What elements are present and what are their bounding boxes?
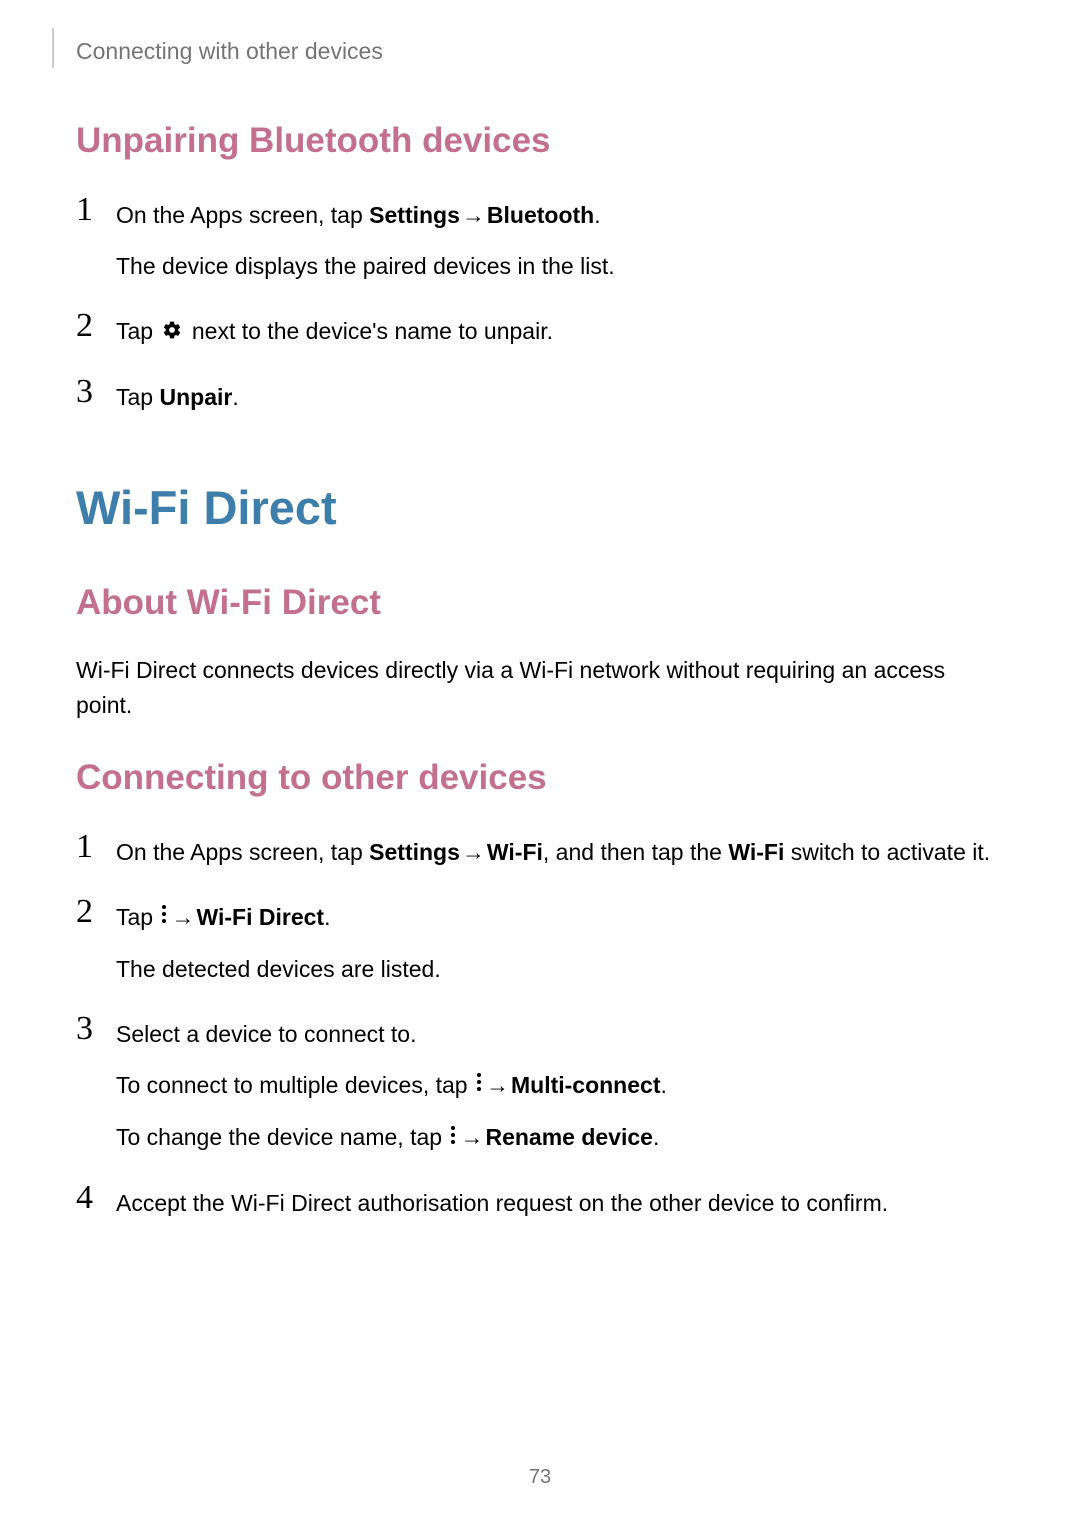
steps-list-connecting: 1 On the Apps screen, tap Settings → Wi-… <box>76 828 1004 1222</box>
step-text: To change the device name, tap → Rename … <box>116 1119 1004 1157</box>
step-text: Tap → Wi-Fi Direct. <box>116 899 1004 937</box>
more-vertical-icon <box>476 1066 482 1103</box>
step-number: 1 <box>76 191 116 228</box>
step-number: 2 <box>76 893 116 930</box>
step-item: 2 Tap next to the device's name to unpai… <box>76 307 1004 351</box>
header-breadcrumb: Connecting with other devices <box>76 38 1004 65</box>
step-content: Accept the Wi-Fi Direct authorisation re… <box>116 1179 1004 1222</box>
step-text: On the Apps screen, tap Settings → Wi-Fi… <box>116 834 1004 871</box>
step-content: On the Apps screen, tap Settings → Bluet… <box>116 191 1004 285</box>
step-text: Select a device to connect to. <box>116 1016 1004 1053</box>
step-content: Select a device to connect to. To connec… <box>116 1010 1004 1157</box>
steps-list-unpairing: 1 On the Apps screen, tap Settings → Blu… <box>76 191 1004 416</box>
section-heading-about: About Wi-Fi Direct <box>76 583 1004 623</box>
step-item: 3 Select a device to connect to. To conn… <box>76 1010 1004 1157</box>
body-paragraph: Wi-Fi Direct connects devices directly v… <box>76 653 1004 724</box>
section-heading-connecting: Connecting to other devices <box>76 758 1004 798</box>
page-margin-marker <box>52 28 54 68</box>
step-text: On the Apps screen, tap Settings → Bluet… <box>116 197 1004 234</box>
step-number: 4 <box>76 1179 116 1216</box>
step-item: 4 Accept the Wi-Fi Direct authorisation … <box>76 1179 1004 1222</box>
step-number: 1 <box>76 828 116 865</box>
step-content: On the Apps screen, tap Settings → Wi-Fi… <box>116 828 1004 871</box>
more-vertical-icon <box>450 1119 456 1156</box>
step-item: 1 On the Apps screen, tap Settings → Wi-… <box>76 828 1004 871</box>
page-content: Connecting with other devices Unpairing … <box>0 0 1080 1222</box>
step-content: Tap Unpair. <box>116 373 1004 416</box>
gear-icon <box>162 314 182 351</box>
step-text: The detected devices are listed. <box>116 951 1004 988</box>
step-text: To connect to multiple devices, tap → Mu… <box>116 1067 1004 1105</box>
step-number: 2 <box>76 307 116 344</box>
page-number: 73 <box>0 1466 1080 1489</box>
step-text: Accept the Wi-Fi Direct authorisation re… <box>116 1185 1004 1222</box>
step-text: Tap next to the device's name to unpair. <box>116 313 1004 351</box>
step-item: 1 On the Apps screen, tap Settings → Blu… <box>76 191 1004 285</box>
step-content: Tap → Wi-Fi Direct. The detected devices… <box>116 893 1004 988</box>
section-heading-unpairing: Unpairing Bluetooth devices <box>76 121 1004 161</box>
step-number: 3 <box>76 373 116 410</box>
step-text: Tap Unpair. <box>116 379 1004 416</box>
step-content: Tap next to the device's name to unpair. <box>116 307 1004 351</box>
main-heading-wifi-direct: Wi-Fi Direct <box>76 480 1004 535</box>
step-item: 2 Tap → Wi-Fi Direct. The detected devic… <box>76 893 1004 988</box>
step-text: The device displays the paired devices i… <box>116 248 1004 285</box>
more-vertical-icon <box>161 898 167 935</box>
step-item: 3 Tap Unpair. <box>76 373 1004 416</box>
step-number: 3 <box>76 1010 116 1047</box>
